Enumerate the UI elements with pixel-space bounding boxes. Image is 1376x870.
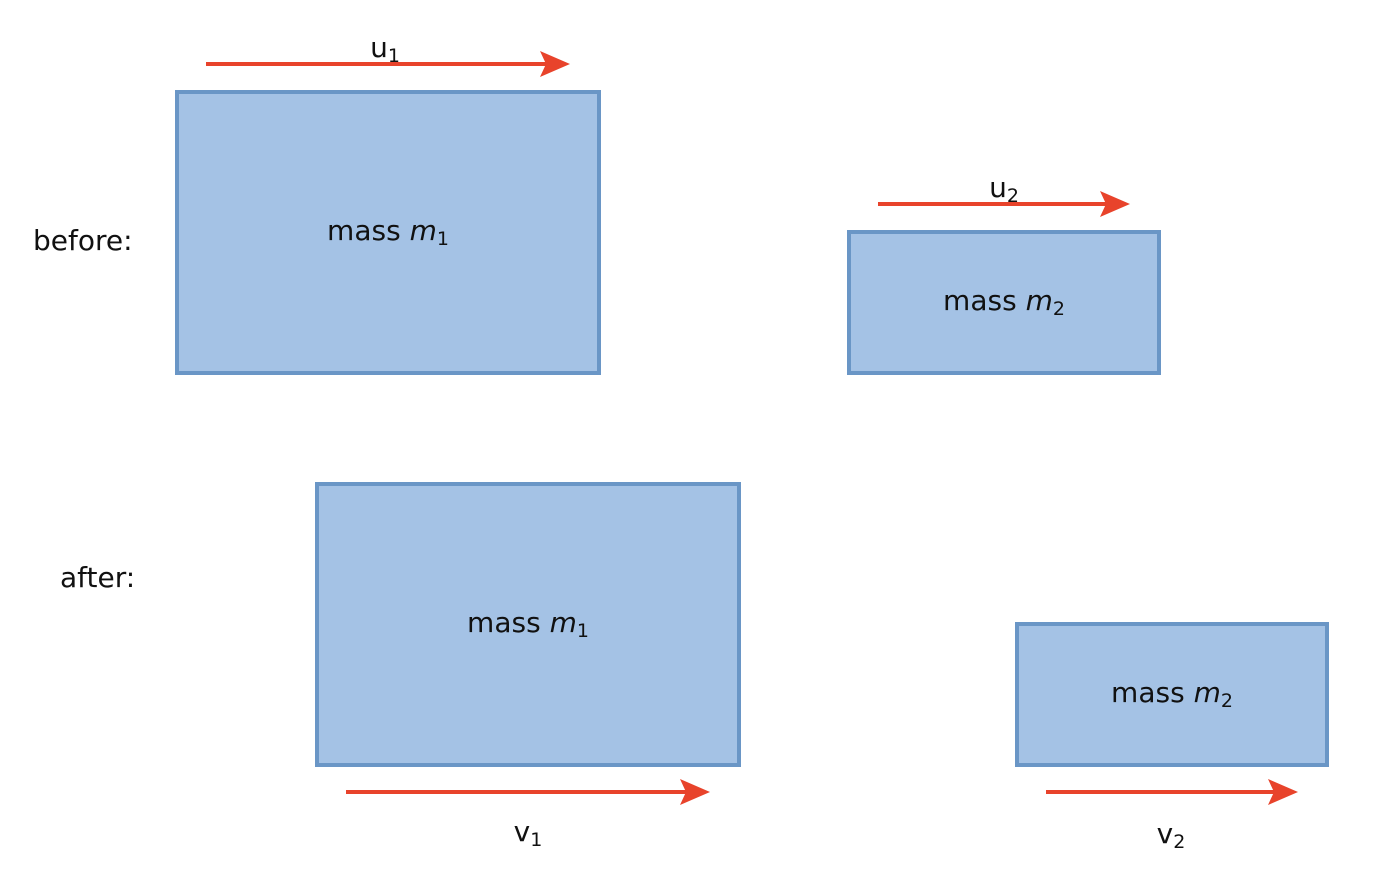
- mass-box-m2-after: mass m2: [1015, 622, 1329, 767]
- mass-subscript: 2: [1052, 297, 1065, 320]
- mass-prefix: mass: [1111, 675, 1185, 709]
- velocity-symbol: v: [1156, 817, 1174, 850]
- mass-symbol: m: [1193, 675, 1221, 709]
- mass-box-m1-after: mass m1: [315, 482, 741, 767]
- velocity-label-u2: u2: [989, 174, 1019, 206]
- mass-symbol: m: [409, 213, 437, 247]
- velocity-subscript: 2: [1173, 831, 1186, 853]
- arrow-u2-head: [1100, 191, 1130, 217]
- velocity-subscript: 2: [1006, 185, 1019, 207]
- arrow-v2-head: [1268, 779, 1298, 805]
- mass-prefix: mass: [467, 605, 541, 639]
- mass-symbol: m: [1025, 283, 1053, 317]
- mass-label-m1-before: mass m1: [327, 213, 449, 250]
- velocity-label-v2: v2: [1157, 820, 1186, 852]
- mass-label-m1-after: mass m1: [467, 605, 589, 642]
- mass-label-m2-before: mass m2: [943, 283, 1065, 320]
- mass-prefix: mass: [327, 213, 401, 247]
- mass-label-m2-after: mass m2: [1111, 675, 1233, 712]
- arrow-u1-head: [540, 51, 570, 77]
- mass-subscript: 1: [576, 619, 589, 642]
- velocity-subscript: 1: [387, 45, 400, 67]
- mass-box-m1-before: mass m1: [175, 90, 601, 375]
- arrow-v1-head: [680, 779, 710, 805]
- velocity-label-u1: u1: [370, 34, 400, 66]
- mass-subscript: 1: [436, 227, 449, 250]
- velocity-symbol: v: [513, 815, 531, 848]
- velocity-symbol: u: [989, 171, 1007, 204]
- velocity-label-v1: v1: [514, 818, 543, 850]
- mass-prefix: mass: [943, 283, 1017, 317]
- mass-subscript: 2: [1220, 689, 1233, 712]
- mass-symbol: m: [549, 605, 577, 639]
- mass-box-m2-before: mass m2: [847, 230, 1161, 375]
- after-label: after:: [60, 561, 136, 594]
- velocity-subscript: 1: [530, 829, 543, 851]
- velocity-symbol: u: [370, 31, 388, 64]
- before-label: before:: [33, 224, 133, 257]
